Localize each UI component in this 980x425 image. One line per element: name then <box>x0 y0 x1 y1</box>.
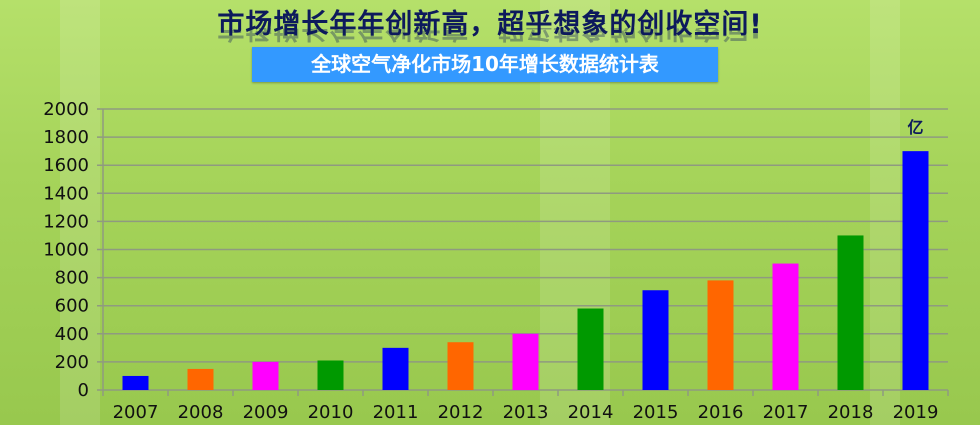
x-tick-label: 2014 <box>568 402 614 423</box>
x-tick-label: 2016 <box>698 402 744 423</box>
bar-2008 <box>187 368 214 390</box>
x-tick-label: 2019 <box>893 402 939 423</box>
x-tick-label: 2015 <box>633 402 679 423</box>
bar-2016 <box>707 280 734 390</box>
x-tick-label: 2009 <box>243 402 289 423</box>
page-title: 市场增长年年创新高，超乎想象的创收空间! <box>217 9 763 40</box>
y-tick-label: 1600 <box>43 155 89 176</box>
x-tick-label: 2012 <box>438 402 484 423</box>
background-stripe <box>870 0 900 425</box>
y-tick-label: 600 <box>55 296 89 317</box>
x-tick-label: 2007 <box>113 402 159 423</box>
y-tick-label: 2000 <box>43 99 89 120</box>
y-tick-label: 1200 <box>43 211 89 232</box>
x-tick-label: 2017 <box>763 402 809 423</box>
unit-label: 亿 <box>907 118 923 137</box>
y-tick-label: 0 <box>78 380 89 401</box>
bar-2015 <box>642 290 669 390</box>
bar-2011 <box>382 347 409 390</box>
y-tick-label: 1400 <box>43 183 89 204</box>
x-tick-label: 2010 <box>308 402 354 423</box>
bar-2007 <box>122 375 149 390</box>
y-tick-label: 400 <box>55 324 89 345</box>
bar-2013 <box>512 333 539 390</box>
chart-subtitle-banner: 全球空气净化市场10年增长数据统计表 <box>252 47 718 82</box>
bar-2010 <box>317 360 344 390</box>
y-tick-label: 1000 <box>43 240 89 261</box>
bar-2012 <box>447 342 474 390</box>
bar-2014 <box>577 308 604 390</box>
x-tick-label: 2018 <box>828 402 874 423</box>
bar-2018 <box>837 235 864 390</box>
background-stripe <box>60 0 100 425</box>
bar-2009 <box>252 361 279 390</box>
x-tick-label: 2011 <box>373 402 419 423</box>
y-tick-label: 200 <box>55 352 89 373</box>
y-tick-label: 800 <box>55 268 89 289</box>
x-tick-label: 2013 <box>503 402 549 423</box>
bar-2019 <box>902 151 929 390</box>
bar-2017 <box>772 263 799 390</box>
x-tick-label: 2008 <box>178 402 224 423</box>
y-tick-label: 1800 <box>43 127 89 148</box>
